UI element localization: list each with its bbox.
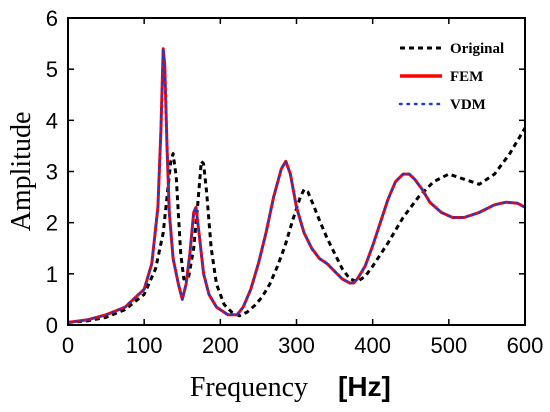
ticks-layer	[67, 17, 526, 326]
legend: Original FEM VDM	[398, 41, 504, 113]
y-tick-label: 1	[46, 262, 58, 287]
x-tick-label: 500	[430, 333, 467, 358]
x-tick-label: 200	[202, 333, 239, 358]
legend-label-vdm: VDM	[450, 97, 486, 113]
x-axis-title: Frequency	[190, 372, 308, 403]
series-line-original	[68, 127, 525, 324]
y-tick-label: 6	[46, 6, 58, 31]
legend-label-original: Original	[450, 41, 504, 57]
x-tick-label: 100	[126, 333, 163, 358]
y-tick-label: 0	[46, 313, 58, 338]
x-tick-label: 0	[62, 333, 74, 358]
x-tick-label: 600	[507, 333, 544, 358]
series-line-vdm	[68, 47, 525, 324]
tick-labels-layer: 0 100 200 300 400 500 600 0 1 2 3 4 5 6	[46, 6, 544, 358]
plot-frame	[67, 17, 526, 326]
y-tick-label: 4	[46, 108, 58, 133]
x-tick-label: 300	[278, 333, 315, 358]
legend-label-fem: FEM	[450, 69, 483, 85]
y-tick-label: 5	[46, 57, 58, 82]
series-line-fem	[68, 47, 525, 324]
y-axis-title: Amplitude	[6, 112, 37, 232]
series-layer	[68, 47, 525, 324]
x-tick-label: 400	[354, 333, 391, 358]
x-axis-unit: [Hz]	[338, 371, 391, 402]
y-tick-label: 3	[46, 160, 58, 185]
y-tick-label: 2	[46, 211, 58, 236]
